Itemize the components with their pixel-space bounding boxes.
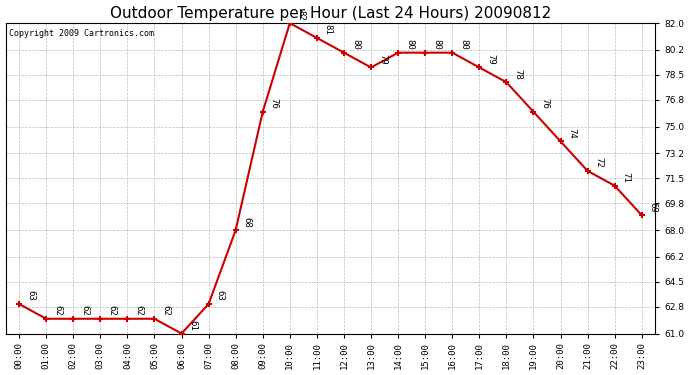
Text: 69: 69 — [649, 202, 658, 213]
Text: 62: 62 — [80, 305, 89, 316]
Text: 63: 63 — [26, 291, 35, 301]
Text: 63: 63 — [215, 291, 224, 301]
Text: 80: 80 — [351, 39, 360, 50]
Text: 72: 72 — [595, 158, 604, 168]
Text: 62: 62 — [107, 305, 116, 316]
Text: 81: 81 — [324, 24, 333, 35]
Text: 80: 80 — [405, 39, 414, 50]
Text: 80: 80 — [432, 39, 441, 50]
Text: 62: 62 — [135, 305, 144, 316]
Text: 61: 61 — [188, 320, 197, 331]
Text: 62: 62 — [161, 305, 170, 316]
Text: 79: 79 — [378, 54, 387, 64]
Text: 68: 68 — [243, 216, 252, 227]
Text: 76: 76 — [270, 98, 279, 109]
Title: Outdoor Temperature per Hour (Last 24 Hours) 20090812: Outdoor Temperature per Hour (Last 24 Ho… — [110, 6, 551, 21]
Text: 79: 79 — [486, 54, 495, 64]
Text: 76: 76 — [540, 98, 549, 109]
Text: Copyright 2009 Cartronics.com: Copyright 2009 Cartronics.com — [9, 29, 154, 38]
Text: 82: 82 — [297, 10, 306, 20]
Text: 62: 62 — [53, 305, 62, 316]
Text: 74: 74 — [567, 128, 576, 139]
Text: 78: 78 — [513, 69, 522, 80]
Text: 71: 71 — [622, 172, 631, 183]
Text: 80: 80 — [459, 39, 469, 50]
